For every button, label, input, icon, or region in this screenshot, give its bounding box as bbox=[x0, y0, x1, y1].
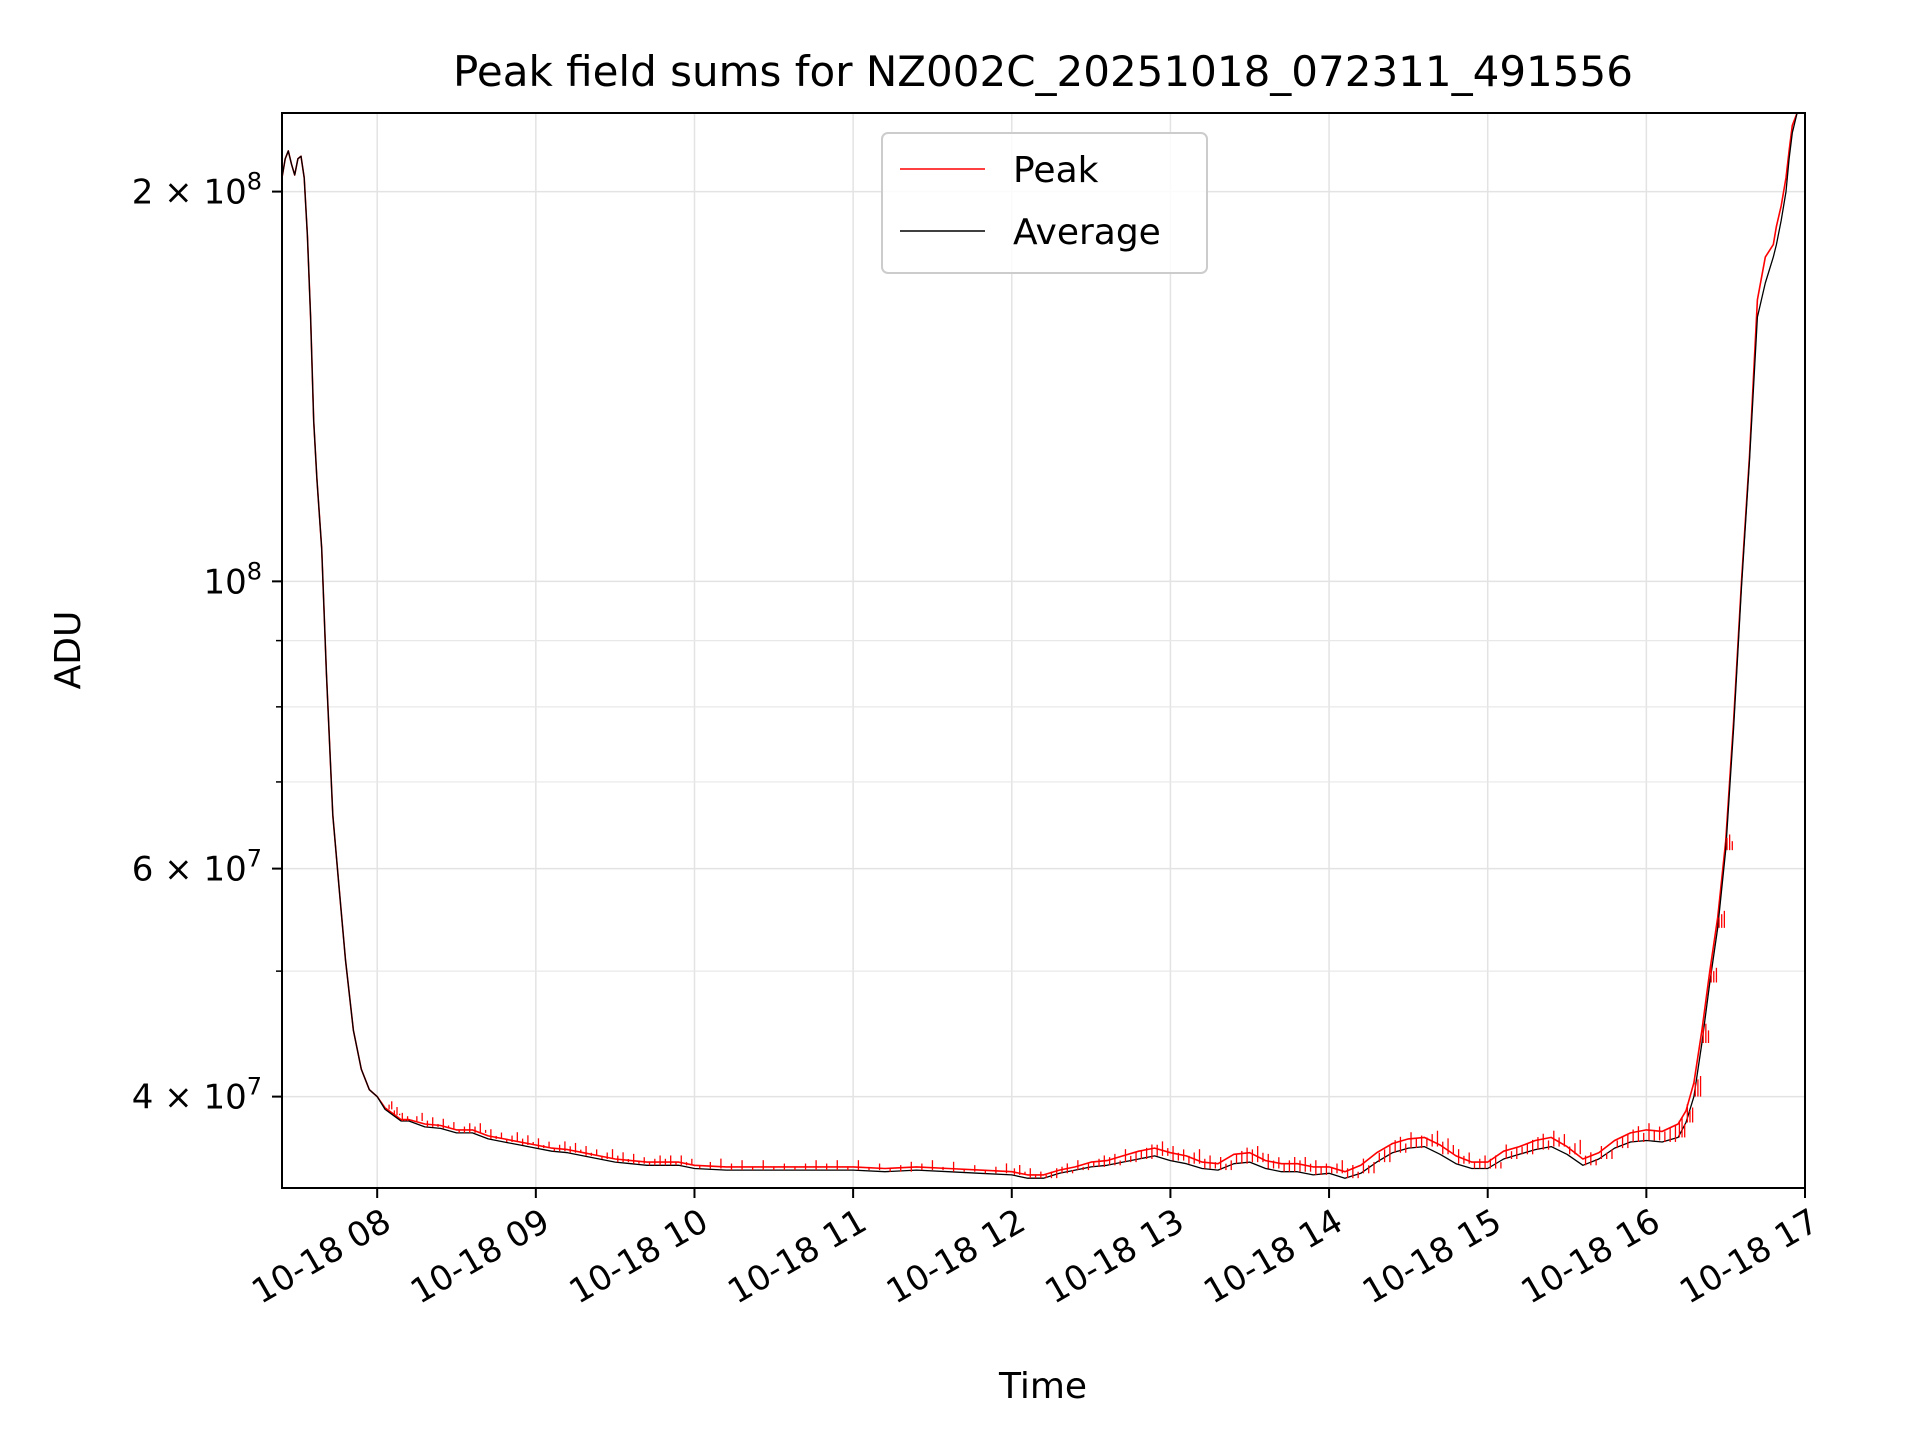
y-tick-label-exponent: 7 bbox=[247, 845, 262, 873]
y-tick-label-exponent: 8 bbox=[247, 557, 262, 585]
y-tick-label-exponent: 7 bbox=[247, 1073, 262, 1101]
legend-label-peak: Peak bbox=[1013, 150, 1099, 191]
legend-box bbox=[881, 132, 1208, 274]
y-tick-label-base: 10 bbox=[203, 562, 246, 602]
y-tick-label-base: 4 × 10 bbox=[132, 1078, 247, 1118]
chart-title: Peak field sums for NZ002C_20251018_0723… bbox=[453, 47, 1633, 96]
y-tick-label: 108 bbox=[203, 557, 262, 602]
plot-frame bbox=[281, 112, 1806, 1189]
series-line-average bbox=[281, 112, 1798, 1179]
y-tick-label: 2 × 108 bbox=[132, 168, 262, 213]
y-tick-label-exponent: 8 bbox=[247, 168, 262, 196]
legend: Peak Average bbox=[881, 132, 1208, 274]
y-tick-label: 6 × 107 bbox=[132, 845, 262, 890]
x-axis-label: Time bbox=[998, 1366, 1087, 1407]
y-tick-label-base: 2 × 10 bbox=[132, 173, 247, 213]
legend-label-average: Average bbox=[1013, 212, 1161, 253]
series-layer bbox=[281, 112, 1798, 1179]
y-tick-label: 4 × 107 bbox=[132, 1073, 262, 1118]
y-tick-label-base: 6 × 10 bbox=[132, 850, 247, 890]
y-axis-label: ADU bbox=[48, 611, 89, 690]
